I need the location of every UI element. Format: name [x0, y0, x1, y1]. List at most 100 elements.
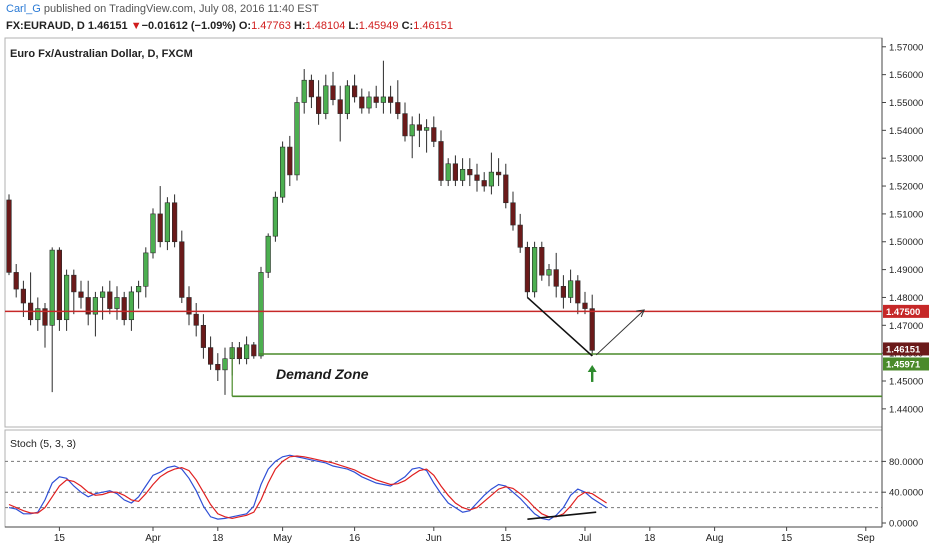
- candle: [100, 286, 106, 320]
- candle-body: [503, 174, 509, 204]
- projection-arrow-line: [595, 309, 645, 356]
- candle: [445, 158, 451, 187]
- last-price: 1.46151: [87, 20, 128, 32]
- candle-body: [481, 180, 487, 187]
- candle-body: [71, 274, 77, 293]
- stoch-tick-label: 0.0000: [889, 519, 918, 530]
- candle-body: [49, 249, 55, 326]
- price-tick-label: 1.51000: [889, 209, 923, 220]
- candle-body: [539, 247, 545, 276]
- candle-body: [244, 344, 250, 360]
- time-tick-label: Jul: [579, 533, 592, 544]
- candle-body: [179, 241, 185, 298]
- candle-body: [265, 235, 271, 273]
- candle: [128, 286, 135, 331]
- stoch-k-line: [8, 454, 607, 521]
- candle: [208, 336, 214, 370]
- candle-body: [150, 213, 156, 254]
- candle: [459, 158, 466, 187]
- candle: [179, 230, 185, 304]
- candle: [186, 286, 192, 326]
- candle: [582, 291, 588, 315]
- candle: [517, 213, 523, 253]
- zone-top-price-label: 1.45971: [886, 359, 921, 370]
- candle-body: [164, 202, 171, 243]
- candle: [438, 130, 444, 187]
- candle-body: [395, 102, 401, 114]
- candle: [337, 85, 343, 142]
- price-tick-label: 1.55000: [889, 98, 923, 109]
- candle: [251, 342, 257, 359]
- candle-body: [85, 297, 91, 315]
- candle-body: [114, 297, 120, 309]
- low-value: 1.45949: [358, 20, 399, 32]
- time-tick-label: May: [273, 533, 292, 544]
- candle-body: [56, 249, 62, 321]
- price-tick-label: 1.48000: [889, 293, 923, 304]
- candle-body: [582, 302, 588, 309]
- candle-body: [510, 202, 516, 226]
- candle-body: [272, 196, 279, 237]
- candle: [488, 152, 495, 195]
- candle: [56, 247, 62, 331]
- candle-body: [337, 99, 343, 114]
- candle: [553, 252, 559, 298]
- candle: [193, 303, 199, 337]
- time-tick-label: Jun: [426, 533, 442, 544]
- candle-body: [258, 272, 264, 357]
- candle: [150, 208, 156, 259]
- candle-body: [438, 141, 444, 181]
- candle: [308, 74, 315, 109]
- candle: [222, 347, 228, 395]
- candle: [301, 69, 307, 114]
- candle-body: [416, 124, 423, 131]
- stoch-title: Stoch (5, 3, 3): [10, 438, 76, 450]
- close-label: C:: [401, 20, 414, 32]
- candle-body: [330, 85, 336, 101]
- candle: [71, 269, 77, 315]
- candle: [423, 119, 430, 153]
- candle-body: [100, 291, 106, 298]
- candle: [402, 102, 408, 142]
- candle-body: [64, 274, 70, 321]
- candle-body: [344, 85, 351, 114]
- candle: [172, 194, 178, 248]
- price-tick-label: 1.54000: [889, 126, 923, 137]
- price-tick-label: 1.56000: [889, 70, 923, 81]
- candle-body: [423, 127, 430, 131]
- candle-body: [6, 199, 12, 273]
- candle: [42, 303, 48, 348]
- stoch-trendline: [527, 511, 597, 520]
- candle: [136, 280, 142, 309]
- candle: [78, 280, 84, 309]
- candle: [64, 269, 70, 331]
- candle-body: [294, 102, 300, 176]
- price-tick-label: 1.45000: [889, 377, 923, 388]
- candle: [531, 241, 538, 298]
- candle: [49, 247, 55, 393]
- candle: [416, 113, 423, 148]
- candle: [567, 269, 574, 304]
- candle: [387, 85, 394, 114]
- price-tick-label: 1.49000: [889, 265, 923, 276]
- resistance-price-label: 1.47500: [886, 307, 920, 318]
- candle-body: [157, 213, 163, 243]
- price-pane-frame: [4, 37, 883, 428]
- candle: [503, 163, 509, 209]
- candle: [279, 141, 286, 203]
- candle-body: [546, 269, 552, 276]
- candle-body: [366, 96, 372, 109]
- candle-body: [251, 344, 257, 357]
- time-tick-label: 15: [500, 533, 512, 544]
- author-link[interactable]: Carl_G: [6, 3, 41, 15]
- candle-body: [445, 163, 451, 181]
- demand-zone-label: Demand Zone: [276, 366, 369, 382]
- candle-body: [42, 308, 48, 326]
- candle-body: [567, 280, 574, 298]
- price-tick-label: 1.44000: [889, 404, 923, 415]
- candle-body: [431, 127, 437, 142]
- candle-body: [387, 96, 394, 103]
- time-tick-label: 15: [54, 533, 66, 544]
- candle: [330, 71, 336, 106]
